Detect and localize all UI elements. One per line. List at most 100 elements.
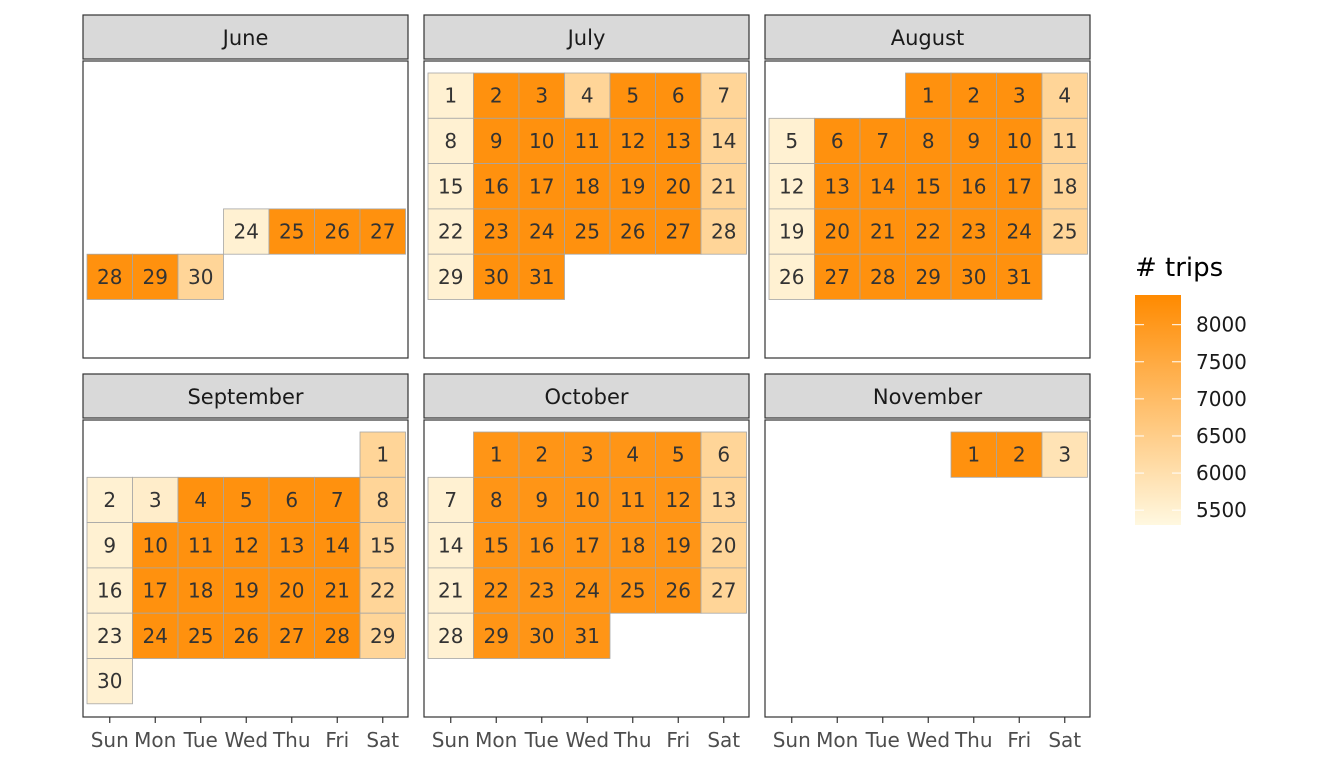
day-label: 26: [325, 220, 350, 244]
day-label: 30: [97, 669, 122, 693]
panel-strip: [82, 373, 409, 419]
day-label: 28: [711, 220, 736, 244]
day-label: 11: [188, 533, 213, 557]
panel-strip: [764, 373, 1091, 419]
panel-title: August: [891, 26, 965, 50]
day-label: 3: [149, 488, 162, 512]
day-label: 8: [444, 129, 457, 153]
weekday-label: Mon: [816, 728, 858, 752]
day-cell: [132, 253, 179, 300]
day-cell: [359, 431, 406, 478]
weekday-label: Wed: [224, 728, 268, 752]
legend-tick-label: 6500: [1196, 424, 1247, 448]
day-cell: [564, 522, 611, 569]
day-cell: [609, 72, 656, 119]
day-cell: [609, 567, 656, 614]
day-cell: [996, 253, 1043, 300]
panel-title: June: [221, 26, 269, 50]
day-label: 27: [825, 265, 850, 289]
day-cell: [564, 208, 611, 255]
day-label: 21: [438, 579, 463, 603]
day-cell: [177, 522, 224, 569]
weekday-label: Thu: [613, 728, 652, 752]
legend-tick: 8000: [1135, 313, 1247, 337]
legend-title: # trips: [1135, 253, 1223, 283]
weekday-label: Sun: [432, 728, 470, 752]
day-label: 3: [1058, 443, 1071, 467]
day-cell: [996, 431, 1043, 478]
day-cell: [314, 208, 361, 255]
month-panel: November 1 2 3 Sun Mon Tue Wed Thu Fri Sat: [764, 373, 1091, 752]
day-label: 12: [620, 129, 645, 153]
day-label: 17: [575, 533, 600, 557]
day-label: 17: [143, 579, 168, 603]
panel-strip: [423, 14, 750, 60]
day-cell: [314, 522, 361, 569]
day-cell: [950, 253, 997, 300]
legend-tick: 7500: [1135, 350, 1247, 374]
legend: # trips 8000 7500 7000 6500 6000 5500: [1135, 253, 1247, 525]
day-cell: [314, 476, 361, 523]
day-label: 24: [575, 579, 600, 603]
day-cell: [177, 567, 224, 614]
day-label: 3: [1013, 84, 1026, 108]
day-label: 20: [711, 533, 736, 557]
day-label: 22: [484, 579, 509, 603]
day-cell: [700, 431, 747, 478]
day-cell: [427, 253, 474, 300]
day-label: 18: [188, 579, 213, 603]
day-cell: [177, 253, 224, 300]
day-label: 6: [672, 84, 685, 108]
day-cell: [518, 117, 565, 165]
day-label: 29: [484, 624, 509, 648]
day-label: 18: [1052, 174, 1077, 198]
day-cell: [1041, 117, 1088, 165]
day-label: 25: [575, 220, 600, 244]
day-cell: [996, 163, 1043, 210]
day-cell: [950, 72, 997, 119]
day-cell: [1041, 431, 1088, 478]
day-cell: [359, 612, 406, 659]
day-label: 19: [666, 533, 691, 557]
day-label: 18: [575, 174, 600, 198]
panel-strip: [82, 14, 409, 60]
day-label: 24: [234, 220, 259, 244]
day-label: 30: [484, 265, 509, 289]
weekday-label: Wed: [565, 728, 609, 752]
day-cell: [996, 208, 1043, 255]
day-label: 25: [620, 579, 645, 603]
day-cell: [268, 476, 315, 523]
day-label: 22: [370, 579, 395, 603]
day-label: 13: [279, 533, 304, 557]
day-label: 29: [143, 265, 168, 289]
day-cell: [359, 208, 406, 255]
day-cell: [905, 208, 952, 255]
day-label: 22: [438, 220, 463, 244]
day-label: 3: [535, 84, 548, 108]
day-label: 10: [1007, 129, 1032, 153]
day-label: 4: [1058, 84, 1071, 108]
day-cell: [609, 476, 656, 523]
day-cell: [700, 117, 747, 165]
day-cell: [950, 208, 997, 255]
day-cell: [768, 163, 815, 210]
day-cell: [518, 253, 565, 300]
day-label: 1: [967, 443, 980, 467]
day-cell: [359, 567, 406, 614]
day-cell: [86, 476, 133, 523]
day-cell: [564, 612, 611, 659]
day-cell: [859, 117, 906, 165]
weekday-label: Tue: [183, 728, 218, 752]
day-label: 15: [438, 174, 463, 198]
day-cell: [655, 163, 702, 210]
weekday-label: Wed: [906, 728, 950, 752]
day-label: 13: [825, 174, 850, 198]
day-cell: [564, 163, 611, 210]
day-label: 14: [711, 129, 736, 153]
day-cell: [473, 476, 520, 523]
day-cell: [518, 163, 565, 210]
day-cell: [223, 567, 270, 614]
